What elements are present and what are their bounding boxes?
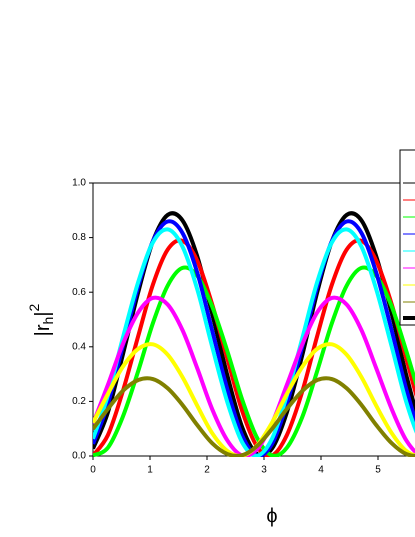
y-axis-label: |rh|2 bbox=[26, 303, 56, 336]
x-tick-label: 0 bbox=[90, 465, 96, 476]
y-tick-label: 1.0 bbox=[72, 178, 86, 189]
series-line bbox=[93, 376, 415, 457]
x-tick-label: 2 bbox=[204, 465, 210, 476]
plot-area bbox=[93, 211, 415, 457]
x-axis-label: ϕ bbox=[266, 505, 277, 527]
y-tick-label: 0.8 bbox=[72, 232, 86, 243]
series-line bbox=[93, 227, 415, 457]
y-tick-label: 0.2 bbox=[72, 396, 86, 407]
series-line bbox=[93, 342, 415, 457]
x-tick-label: 3 bbox=[261, 465, 267, 476]
x-tick-label: 5 bbox=[375, 465, 381, 476]
y-label-sup: 2 bbox=[26, 303, 42, 311]
y-label-sub: h bbox=[40, 317, 56, 325]
legend-box bbox=[399, 149, 415, 326]
y-tick-label: 0.6 bbox=[72, 287, 86, 298]
x-tick-label: 4 bbox=[318, 465, 324, 476]
y-tick-label: 0.0 bbox=[72, 451, 86, 462]
y-label-part: |r bbox=[32, 324, 54, 336]
series-line bbox=[93, 265, 415, 457]
y-tick-label: 0.4 bbox=[72, 341, 86, 352]
x-tick-label: 1 bbox=[147, 465, 153, 476]
y-label-part: | bbox=[32, 311, 54, 316]
